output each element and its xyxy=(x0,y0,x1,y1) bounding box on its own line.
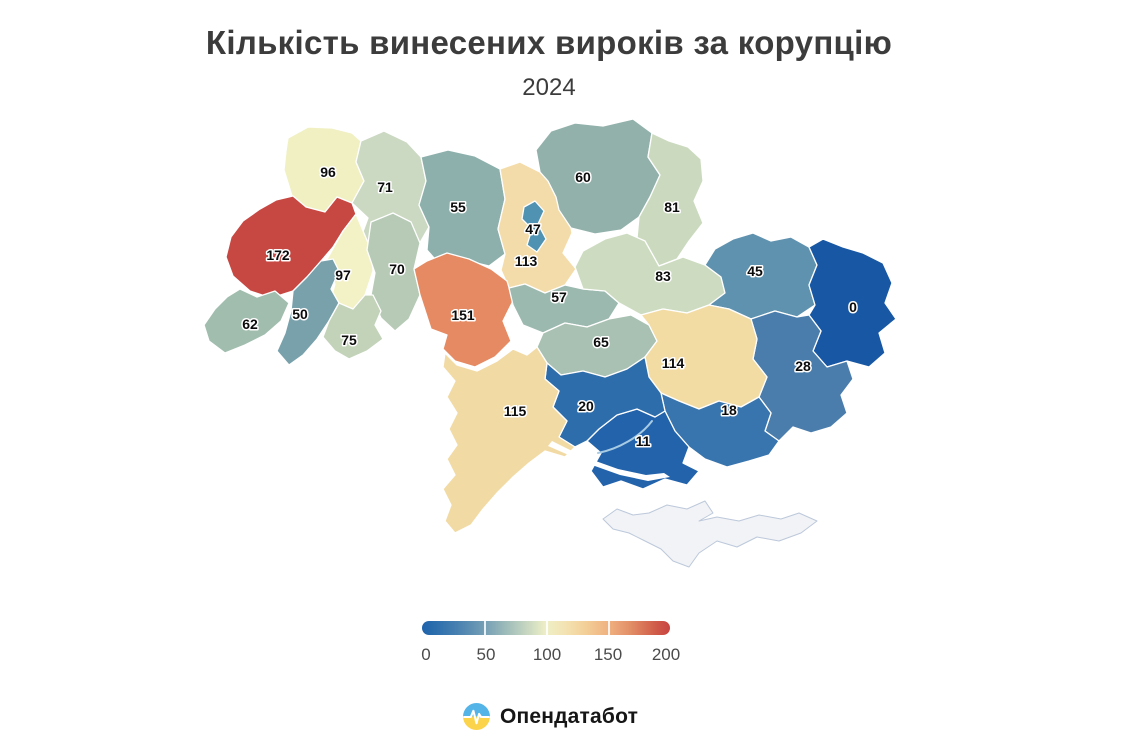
region-zaporizhzhia-value: 18 xyxy=(721,402,737,418)
region-zakarpattia-value: 62 xyxy=(242,316,258,332)
region-cherkasy[interactable] xyxy=(508,283,620,334)
dnipro-river xyxy=(597,420,653,454)
region-vinnytsia-value: 151 xyxy=(451,307,475,323)
legend-label-50: 50 xyxy=(476,645,496,664)
legend-label-100: 100 xyxy=(532,645,562,664)
region-zhytomyr-value: 55 xyxy=(450,199,466,215)
region-kyiv-oblast-value: 113 xyxy=(515,253,538,269)
legend-tick-100 xyxy=(546,621,548,635)
region-odesa[interactable] xyxy=(442,346,576,534)
region-chernivtsi-value: 75 xyxy=(341,332,357,348)
legend-tick-150 xyxy=(608,621,610,635)
region-mykolaiv-value: 20 xyxy=(578,398,594,414)
region-donetsk-value: 28 xyxy=(795,358,811,374)
region-sumy-value: 81 xyxy=(664,199,680,215)
region-zakarpattia[interactable] xyxy=(203,288,290,354)
page-subtitle: 2024 xyxy=(522,74,576,101)
region-luhansk-value: 0 xyxy=(849,299,857,315)
legend-tick-50 xyxy=(484,621,486,635)
region-rivne-value: 71 xyxy=(377,179,393,195)
legend-label-200: 200 xyxy=(651,645,681,664)
region-volyn-value: 96 xyxy=(320,164,336,180)
region-khmelnytskyi-value: 70 xyxy=(389,261,405,277)
region-zhytomyr[interactable] xyxy=(418,149,506,267)
region-chernihiv-value: 60 xyxy=(575,169,591,185)
region-odesa-value: 115 xyxy=(504,403,527,419)
region-ternopil-value: 97 xyxy=(335,267,351,283)
region-dnipropetrovsk-value: 114 xyxy=(662,355,685,371)
region-chernivtsi[interactable] xyxy=(322,294,384,360)
region-kherson-value: 11 xyxy=(636,433,651,449)
legend-label-150: 150 xyxy=(593,645,623,664)
brand-name: Опендатабот xyxy=(499,704,639,728)
region-kharkiv-value: 45 xyxy=(747,263,763,279)
region-crimea[interactable] xyxy=(602,500,818,568)
opendatabot-pulse-icon xyxy=(462,703,490,730)
region-lviv-value: 172 xyxy=(266,247,290,263)
region-ivano-frankivsk-value: 50 xyxy=(292,306,308,322)
region-vinnytsia[interactable] xyxy=(413,252,514,368)
legend-gradient-bar xyxy=(422,621,670,635)
region-cherkasy-value: 57 xyxy=(551,289,567,305)
brand-footer: Опендатабот xyxy=(0,702,1100,731)
dnipro-estuary-water xyxy=(548,441,670,481)
region-khmelnytskyi[interactable] xyxy=(366,212,421,332)
region-luhansk[interactable] xyxy=(808,238,897,368)
legend-label-0: 0 xyxy=(421,645,431,664)
region-kyiv-city[interactable] xyxy=(521,200,547,253)
page-title: Кількість винесених вироків за корупцію xyxy=(205,24,893,61)
region-poltava-value: 83 xyxy=(655,268,671,284)
region-kyiv-city-value: 47 xyxy=(525,221,541,237)
region-kirovohrad-value: 65 xyxy=(593,334,609,350)
